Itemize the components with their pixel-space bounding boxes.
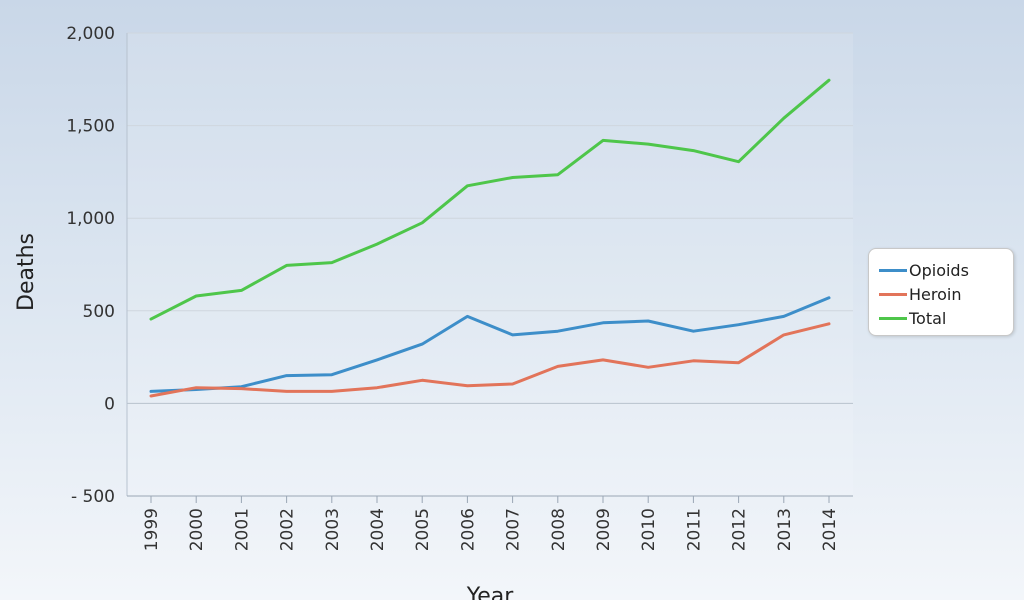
x-tick-label: 2006 [458,508,478,551]
y-axis-title: Deaths [14,233,39,311]
legend-label-heroin: Heroin [909,284,962,304]
y-tick-label: - 500 [71,487,115,507]
x-tick-label: 2010 [639,508,659,551]
x-tick-label: 2008 [549,508,569,551]
x-tick-label: 2009 [594,508,614,551]
x-tick-label: 2007 [504,508,524,551]
x-tick-label: 2011 [684,508,704,551]
y-tick-label: 1,000 [66,209,115,229]
x-tick-label: 2002 [278,508,298,551]
y-tick-labels: - 500 0 500 1,000 1,500 2,000 [66,24,115,507]
series-lines [149,78,831,398]
series-line-heroin [149,322,831,398]
x-tick-label: 2012 [730,508,750,551]
series-line-opioids [149,296,831,393]
x-tick-label: 2014 [820,508,840,551]
legend-label-opioids: Opioids [909,260,969,280]
series-line-total [149,78,831,321]
legend-item-total: Total [879,306,1013,330]
legend: Opioids Heroin Total [868,248,1014,336]
x-tick-label: 2003 [323,508,343,551]
x-tick-label: 2004 [368,508,388,551]
y-tick-label: 500 [83,302,115,322]
x-tick-labels: 1999 2000 2001 2002 2003 2004 2005 2006 2007 2008… [142,496,840,551]
legend-swatch-heroin [879,292,907,296]
legend-item-opioids: Opioids [879,258,1013,282]
grid-lines [127,32,853,404]
x-tick-label: 1999 [142,508,162,551]
x-axis-title: Year [466,584,515,600]
x-tick-label: 2001 [232,508,252,551]
x-tick-label: 2013 [775,508,795,551]
legend-swatch-total [879,316,907,320]
plot-area [127,33,853,496]
x-tick-label: 2000 [187,508,207,551]
x-tick-label: 2005 [413,508,433,551]
y-tick-label: 2,000 [66,24,115,44]
y-tick-label: 1,500 [66,117,115,137]
legend-item-heroin: Heroin [879,282,1013,306]
y-tick-label: 0 [104,394,115,414]
legend-label-total: Total [909,308,947,328]
legend-swatch-opioids [879,268,907,272]
